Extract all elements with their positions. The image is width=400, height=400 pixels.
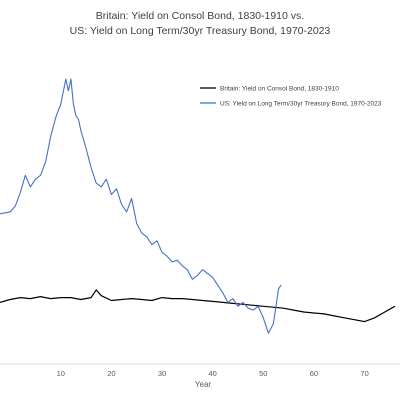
chart-title-line-2: US: Yield on Long Term/30yr Treasury Bon… [70,25,331,37]
x-tick-label: 50 [259,369,267,378]
x-tick-label: 20 [107,369,115,378]
legend-label-1: US: Yield on Long Term/30yr Treasury Bon… [220,100,382,107]
x-tick-label: 60 [310,369,318,378]
plot-area [0,78,396,334]
series-line-1 [0,78,282,334]
x-tick-label: 40 [209,369,217,378]
x-tick-label: 30 [158,369,166,378]
x-axis-label: Year [195,380,212,389]
x-tick-label: 70 [360,369,368,378]
legend: Britain: Yield on Consol Bond, 1830-1910… [200,85,382,107]
legend-label-0: Britain: Yield on Consol Bond, 1830-1910 [220,85,339,92]
x-axis-ticks: 10 20 30 40 50 60 70 [57,369,369,378]
chart-title-line-1: Britain: Yield on Consol Bond, 1830-1910… [96,10,304,22]
series-line-0 [0,289,396,323]
x-tick-label: 10 [57,369,65,378]
